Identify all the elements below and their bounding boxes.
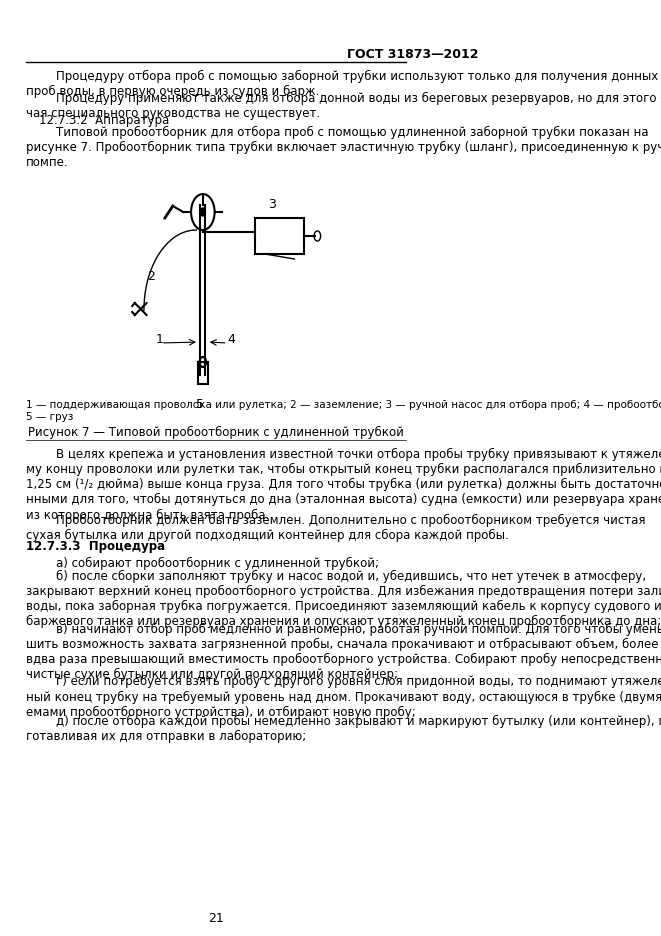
Text: 3: 3 [268,198,276,211]
Text: Процедуру отбора проб с помощью заборной трубки используют только для получения : Процедуру отбора проб с помощью заборной… [26,70,658,98]
Text: Рисунок 7 — Типовой пробоотборник с удлиненной трубкой: Рисунок 7 — Типовой пробоотборник с удли… [28,426,404,439]
Text: 2: 2 [147,270,155,283]
Text: 1: 1 [156,333,164,346]
Text: а) собирают пробоотборник с удлиненной трубкой;: а) собирают пробоотборник с удлиненной т… [26,557,379,570]
Text: Типовой пробоотборник для отбора проб с помощью удлиненной заборной трубки показ: Типовой пробоотборник для отбора проб с … [26,126,661,169]
Text: Пробоотборник должен быть заземлен. Дополнительно с пробоотборником требуется чи: Пробоотборник должен быть заземлен. Допо… [26,514,646,542]
Text: в) начинают отбор проб медленно и равномерно, работая ручной помпой. Для того чт: в) начинают отбор проб медленно и равном… [26,622,661,681]
Text: ГОСТ 31873—2012: ГОСТ 31873—2012 [347,48,479,61]
Text: 21: 21 [208,912,224,925]
Text: б) после сборки заполняют трубку и насос водой и, убедившись, что нет утечек в а: б) после сборки заполняют трубку и насос… [26,570,661,628]
Text: 1 — поддерживающая проволока или рулетка; 2 — заземление; 3 — ручной насос для о: 1 — поддерживающая проволока или рулетка… [26,400,661,421]
Text: 12.7.3.2  Аппаратура: 12.7.3.2 Аппаратура [39,114,169,127]
Text: 12.7.3.3  Процедура: 12.7.3.3 Процедура [26,540,165,553]
Text: 5: 5 [196,398,204,411]
Text: В целях крепежа и установления известной точки отбора пробы трубку привязывают к: В целях крепежа и установления известной… [26,448,661,521]
Text: г) если потребуется взять пробу с другого уровня слоя придонной воды, то поднима: г) если потребуется взять пробу с другог… [26,676,661,719]
Bar [198,362,208,384]
Text: д) после отбора каждой пробы немедленно закрывают и маркируют бутылку (или конте: д) после отбора каждой пробы немедленно … [26,715,661,743]
Circle shape [200,208,206,216]
Text: Процедуру применяют также для отбора донной воды из береговых резервуаров, но дл: Процедуру применяют также для отбора дон… [26,92,661,120]
Text: 4: 4 [227,333,235,346]
Bar [255,218,304,254]
